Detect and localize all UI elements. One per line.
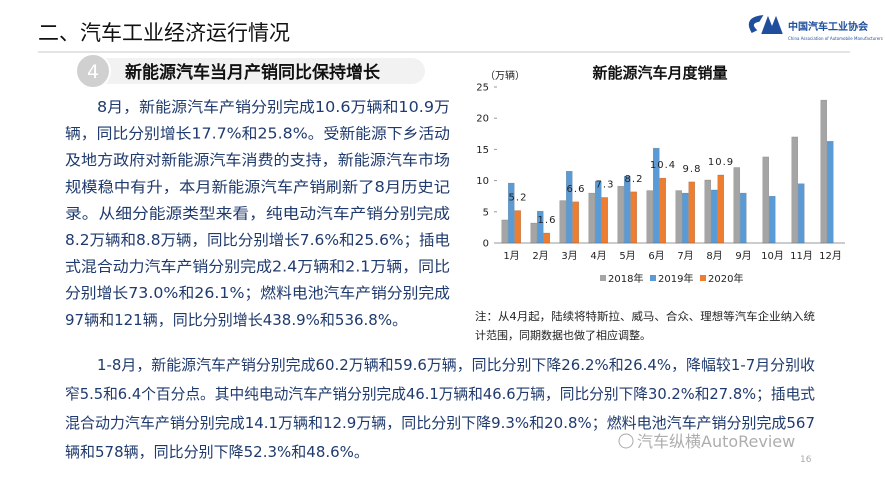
- bar: [630, 191, 637, 244]
- paragraph-line: 混合动力汽车产销分别完成14.1万辆和12.9万辆，同比分别下降9.3%和20.…: [65, 414, 815, 432]
- bar: [769, 195, 776, 244]
- chart: 新能源汽车月度销量 （万辆） 0 5 10 15 20 25 1月 5.2 2月 1.6 3月 6.6 4月…: [475, 64, 845, 342]
- bar: [601, 197, 608, 244]
- bar: [501, 219, 508, 244]
- bar: [566, 170, 573, 244]
- x-tick-label: 6月: [648, 250, 664, 262]
- x-tick-label: 8月: [706, 250, 722, 262]
- x-tick-label: 5月: [619, 250, 635, 262]
- x-tick-label: 1月: [503, 250, 519, 262]
- legend-label: 2018年: [608, 272, 643, 285]
- bar: [733, 167, 740, 244]
- data-label: 1.6: [538, 215, 557, 226]
- x-tick-label: 7月: [677, 250, 693, 262]
- legend-label: 2020年: [708, 272, 743, 285]
- paragraph-2: 1-8月，新能源汽车产销分别完成60.2万辆和59.6万辆，同比分别下降26.2…: [65, 356, 815, 461]
- watermark: 汽车纵横AutoReview: [637, 432, 795, 451]
- bar: [559, 200, 566, 244]
- bar: [762, 156, 769, 244]
- slide-title: 二、汽车工业经济运行情况: [38, 21, 290, 45]
- data-label: 10.4: [650, 160, 676, 171]
- bar: [791, 136, 798, 244]
- bar: [740, 192, 747, 244]
- legend-label: 2019年: [658, 272, 693, 285]
- x-tick-label: 12月: [819, 250, 842, 262]
- x-tick-label: 9月: [735, 250, 751, 262]
- bar: [653, 147, 660, 244]
- data-label: 8.2: [625, 174, 644, 185]
- chart-title: 新能源汽车月度销量: [592, 64, 727, 82]
- chart-note: 计范围，同期数据也做了相应调整。: [475, 328, 651, 342]
- y-tick-label: 5: [483, 207, 489, 218]
- bar: [595, 180, 602, 244]
- chart-note: 注：从4月起，陆续将特斯拉、威马、合众、理想等汽车企业纳入统: [475, 309, 815, 323]
- x-tick-label: 4月: [590, 250, 606, 262]
- y-tick-label: 15: [476, 145, 489, 156]
- bar: [588, 192, 595, 244]
- data-label: 5.2: [509, 193, 528, 204]
- logo-cn: 中国汽车工业协会: [788, 20, 868, 33]
- paragraph-line: 1-8月，新能源汽车产销分别完成60.2万辆和59.6万辆，同比分别下降26.2…: [97, 356, 815, 374]
- paragraph-line: 分别增长73.0%和26.1%；燃料电池汽车产销分别完成: [65, 284, 450, 302]
- bar: [688, 181, 695, 244]
- bar: [827, 141, 834, 244]
- bar: [543, 232, 550, 244]
- legend-swatch: [650, 275, 656, 281]
- bar: [514, 210, 521, 244]
- bar: [682, 192, 689, 244]
- paragraph-line: 辆和578辆，同比分别下降52.3%和48.6%。: [65, 443, 369, 461]
- bar: [659, 177, 666, 244]
- logo-mark: [748, 15, 783, 35]
- page-number: 16: [800, 455, 812, 465]
- section-heading: 新能源汽车当月产销同比保持增长: [125, 62, 381, 83]
- heading-bar: [75, 58, 425, 84]
- bar: [617, 185, 624, 244]
- data-label: 7.3: [596, 179, 615, 190]
- paragraph-line: 及地方政府对新能源汽车消费的支持，新能源汽车市场: [65, 151, 450, 169]
- paragraph-line: 窄5.5和6.4个百分点。其中纯电动汽车产销分别完成46.1万辆和46.6万辆，…: [65, 385, 815, 403]
- y-axis-label: （万辆）: [485, 69, 525, 82]
- bar: [537, 210, 544, 244]
- bar: [646, 190, 653, 244]
- section-badge: [75, 53, 111, 89]
- bar: [675, 190, 682, 244]
- section-number: 4: [87, 61, 99, 83]
- y-tick-label: 0: [483, 239, 489, 250]
- x-tick-label: 10月: [761, 250, 784, 262]
- bar: [711, 189, 718, 244]
- data-label: 9.8: [683, 164, 702, 175]
- paragraph-line: 辆，同比分别增长17.7%和25.8%。受新能源下乡活动: [65, 125, 450, 143]
- bar: [508, 182, 515, 244]
- data-label: 6.6: [567, 184, 586, 195]
- y-tick-label: 10: [476, 176, 489, 187]
- logo-en: China Association of Automobile Manufact…: [788, 36, 883, 41]
- bar: [717, 174, 724, 244]
- paragraph-line: 规模稳中有升，本月新能源汽车产销刷新了8月历史记: [65, 178, 450, 196]
- bar: [572, 201, 579, 244]
- legend-swatch: [600, 275, 606, 281]
- paragraph-line: 8月，新能源汽车产销分别完成10.6万辆和10.9万: [97, 98, 450, 116]
- bar: [530, 222, 537, 244]
- legend-swatch: [700, 275, 706, 281]
- y-tick-label: 20: [476, 114, 489, 125]
- bar: [798, 183, 805, 244]
- bar: [820, 99, 827, 244]
- bar: [624, 175, 631, 244]
- x-tick-label: 2月: [532, 250, 548, 262]
- paragraph-line: 97辆和121辆，同比分别增长438.9%和536.8%。: [65, 311, 407, 329]
- paragraph-line: 录。从细分能源类型来看，纯电动汽车产销分别完成: [65, 204, 450, 222]
- watermark-icon: [618, 433, 634, 449]
- y-tick-label: 25: [476, 83, 489, 94]
- bar: [704, 179, 711, 244]
- data-label: 10.9: [708, 157, 734, 168]
- x-tick-label: 11月: [790, 250, 813, 262]
- paragraph-1: 8月，新能源汽车产销分别完成10.6万辆和10.9万辆，同比分别增长17.7%和…: [65, 98, 450, 329]
- x-tick-label: 3月: [561, 250, 577, 262]
- paragraph-line: 8.2万辆和8.8万辆，同比分别增长7.6%和25.6%；插电: [65, 231, 450, 249]
- paragraph-line: 式混合动力汽车产销分别完成2.4万辆和2.1万辆，同比: [65, 258, 450, 276]
